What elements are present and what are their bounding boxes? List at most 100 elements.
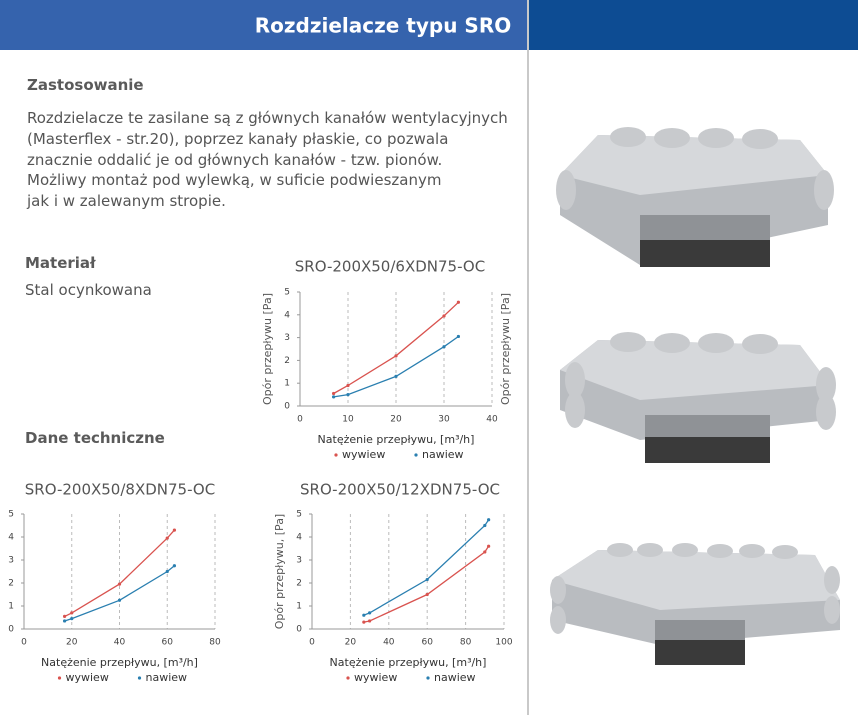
- text-line: Możliwy montaż pod wylewką, w suficie po…: [27, 171, 442, 190]
- y-tick-label: 4: [8, 533, 14, 543]
- y-tick-label: 1: [284, 379, 290, 389]
- y-tick-label: 2: [284, 356, 290, 366]
- y-tick-label: 1: [8, 602, 14, 612]
- data-point: [62, 614, 67, 618]
- data-point: [362, 620, 366, 624]
- x-tick-label: 60: [162, 638, 174, 648]
- series-line: [363, 519, 490, 616]
- product-photo: [550, 543, 840, 665]
- data-point: [362, 613, 366, 617]
- legend-label: wywiew: [66, 671, 109, 684]
- legend-marker: [334, 453, 338, 457]
- data-point: [165, 536, 169, 540]
- data-point: [332, 391, 336, 396]
- x-tick-label: 0: [21, 638, 27, 648]
- series-line: [363, 545, 490, 623]
- legend-marker: [414, 453, 418, 457]
- series-line: [64, 529, 175, 617]
- data-point: [117, 598, 122, 602]
- x-tick-label: 30: [438, 415, 450, 425]
- x-axis-label: Natężenie przepływu, [m³/h]: [41, 656, 198, 669]
- header-bar: [0, 0, 527, 50]
- y-tick-label: 5: [284, 288, 290, 298]
- y-axis-label: Opór przepływu [Pa]: [499, 293, 512, 405]
- x-tick-label: 60: [421, 638, 433, 648]
- data-point: [332, 395, 336, 399]
- product-photo: [560, 332, 836, 463]
- y-tick-label: 0: [296, 625, 302, 635]
- data-point: [456, 300, 460, 304]
- x-tick-label: 80: [209, 638, 221, 648]
- product-photo: [556, 127, 834, 267]
- data-point: [70, 617, 74, 621]
- x-tick-label: 0: [309, 638, 315, 648]
- section-heading: Zastosowanie: [27, 76, 144, 94]
- legend-label: wywiew: [354, 671, 397, 684]
- data-point: [487, 544, 491, 548]
- y-tick-label: 2: [8, 579, 14, 589]
- y-tick-label: 1: [296, 602, 302, 612]
- text-line: (Masterflex - str.20), poprzez kanały pł…: [27, 129, 449, 148]
- data-point: [483, 523, 487, 528]
- x-tick-label: 10: [342, 415, 354, 425]
- legend-marker: [137, 676, 142, 680]
- x-tick-label: 20: [66, 638, 78, 648]
- text-line: jak i w zalewanym stropie.: [27, 192, 226, 211]
- data-point: [172, 564, 177, 568]
- data-point: [346, 393, 350, 397]
- legend-label: nawiew: [434, 671, 476, 684]
- data-point: [425, 577, 429, 582]
- y-tick-label: 0: [8, 625, 14, 635]
- data-point: [425, 592, 429, 597]
- y-tick-label: 4: [296, 533, 302, 543]
- legend-marker: [57, 676, 62, 680]
- data-point: [368, 619, 372, 623]
- chart-title: SRO-200X50/12XDN75-OC: [300, 481, 500, 499]
- chart-title: SRO-200X50/6XDN75-OC: [295, 258, 485, 276]
- data-point: [346, 383, 350, 388]
- x-tick-label: 20: [345, 638, 357, 648]
- y-tick-label: 5: [8, 510, 14, 520]
- x-tick-label: 0: [297, 415, 303, 425]
- paragraph: Rozdzielacze te zasilane są z głównych k…: [27, 108, 517, 212]
- data-point: [442, 345, 446, 349]
- y-tick-label: 2: [296, 579, 302, 589]
- data-point: [487, 518, 491, 522]
- x-axis-label: Natężenie przepływu, [m³/h]: [330, 656, 487, 669]
- data-point: [456, 334, 460, 339]
- legend-label: nawiew: [422, 448, 464, 461]
- data-point: [368, 611, 372, 615]
- data-point: [394, 374, 398, 378]
- legend-marker: [426, 676, 430, 680]
- data-point: [442, 314, 446, 318]
- data-point: [165, 569, 169, 574]
- y-tick-label: 0: [284, 402, 290, 412]
- y-tick-label: 3: [296, 556, 302, 566]
- data-point: [70, 611, 74, 615]
- text-line: Rozdzielacze te zasilane są z głównych k…: [27, 109, 508, 127]
- header-bar-right: [529, 0, 858, 50]
- section-heading: Dane techniczne: [25, 429, 165, 447]
- legend-label: nawiew: [146, 671, 188, 684]
- y-tick-label: 3: [8, 556, 14, 566]
- x-tick-label: 40: [486, 415, 498, 425]
- x-tick-label: 40: [114, 638, 126, 648]
- x-tick-label: 100: [495, 638, 512, 648]
- y-tick-label: 5: [296, 510, 302, 520]
- data-point: [62, 619, 67, 623]
- data-point: [117, 582, 122, 586]
- y-axis-label: Opór przepływu, [Pa]: [273, 514, 286, 629]
- y-tick-label: 4: [284, 310, 290, 320]
- chart-title: SRO-200X50/8XDN75-OC: [25, 481, 215, 499]
- data-point: [172, 528, 177, 532]
- section-heading: Materiał: [25, 254, 96, 272]
- paragraph: Stal ocynkowana: [25, 281, 152, 299]
- text-line: znacznie oddalić je od głównych kanałów …: [27, 150, 443, 169]
- header-title: Rozdzielacze typu SRO: [255, 14, 511, 38]
- legend-label: wywiew: [342, 448, 385, 461]
- x-tick-label: 20: [390, 415, 402, 425]
- x-tick-label: 80: [460, 638, 472, 648]
- y-tick-label: 3: [284, 333, 290, 343]
